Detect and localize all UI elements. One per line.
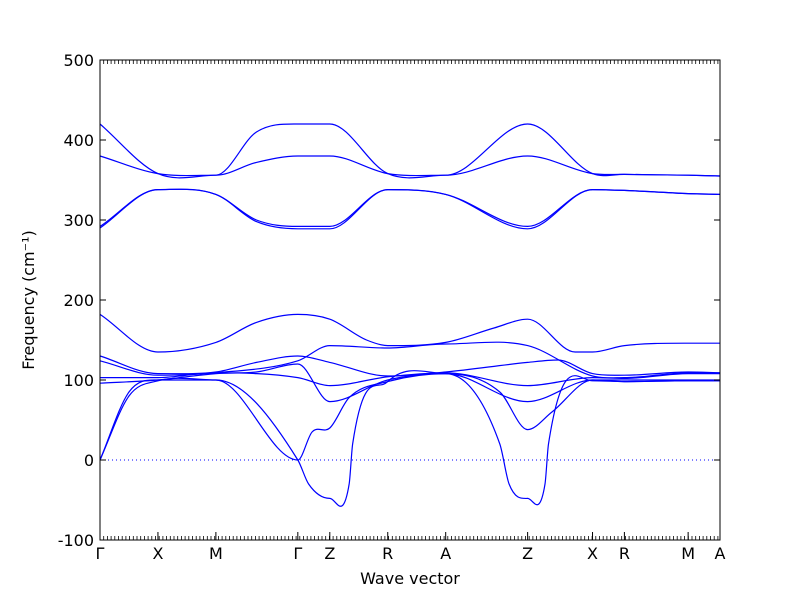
x-kpoint-label: X: [587, 544, 598, 563]
x-kpoint-label: M: [681, 544, 695, 563]
band-line-3: [99, 188, 721, 228]
x-axis-label: Wave vector: [360, 569, 460, 588]
x-kpoint-label: X: [152, 544, 163, 563]
x-kpoint-label: Z: [324, 544, 335, 563]
x-kpoint-label: Γ: [293, 544, 302, 563]
y-tick-label: -100: [58, 531, 94, 550]
y-tick-labels: -100 0 100 200 300 400 500: [58, 51, 94, 550]
band-line-11: [99, 370, 720, 507]
x-kpoint-label: A: [440, 544, 451, 563]
y-tick-label: 0: [84, 451, 94, 470]
x-kpoint-label: Γ: [96, 544, 105, 563]
y-tick-label: 500: [63, 51, 94, 70]
band-line-6: [99, 355, 721, 377]
bands-layer: [99, 123, 721, 507]
y-tick-label: 100: [63, 371, 94, 390]
band-line-2: [99, 155, 721, 177]
band-line-10: [99, 372, 720, 461]
y-tick-label: 200: [63, 291, 94, 310]
x-kpoint-label: A: [715, 544, 726, 563]
ticks-layer: [99, 59, 721, 541]
y-tick-label: 400: [63, 131, 94, 150]
x-kpoint-label: Z: [522, 544, 533, 563]
band-line-5: [99, 313, 720, 353]
y-axis-label: Frequency (cm⁻¹): [19, 230, 38, 369]
band-line-4: [99, 188, 721, 230]
band-line-9: [99, 363, 720, 403]
x-kpoint-label: R: [619, 544, 630, 563]
x-kpoint-label: R: [382, 544, 393, 563]
y-tick-label: 300: [63, 211, 94, 230]
x-kpoint-label: M: [209, 544, 223, 563]
plot-frame: [99, 59, 721, 541]
band-line-1: [99, 123, 721, 179]
band-line-8: [100, 372, 720, 387]
band-line-7: [99, 341, 720, 379]
